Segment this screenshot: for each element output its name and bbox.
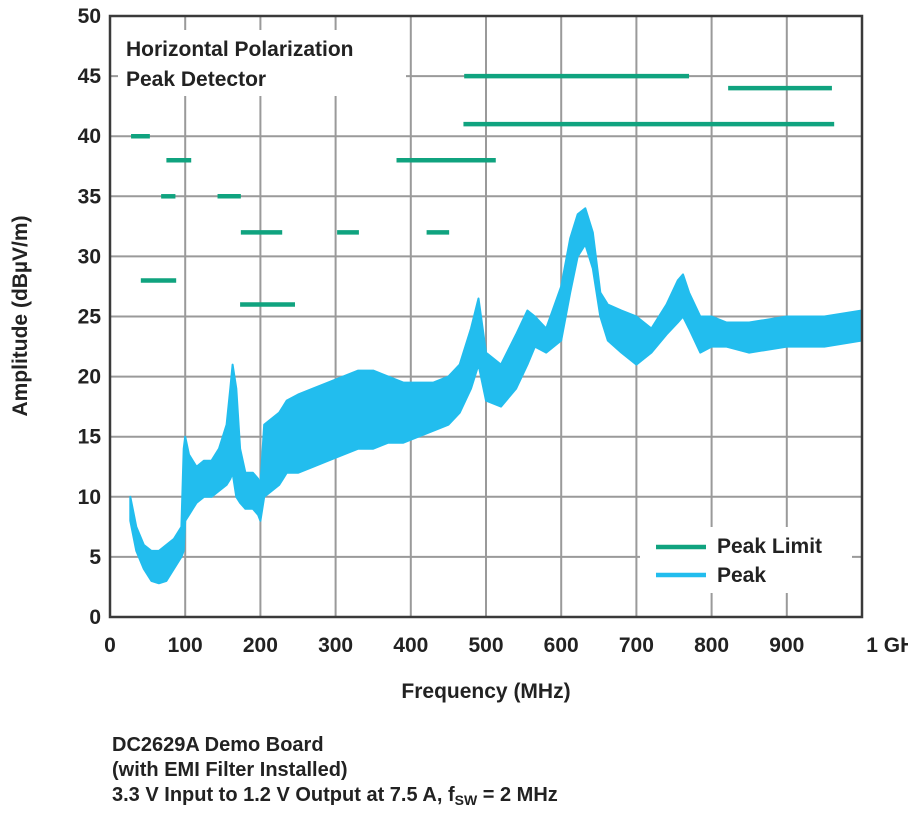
caption-line-3-end: = 2 MHz (477, 784, 558, 806)
legend-background (640, 527, 852, 593)
legend-label-peak-limit: Peak Limit (717, 535, 822, 558)
x-tick-label: 300 (318, 634, 353, 657)
x-tick-label: 1 GHz (866, 634, 908, 657)
x-tick-label: 0 (104, 634, 116, 657)
x-tick-label: 800 (694, 634, 729, 657)
annotation-line-2: Peak Detector (126, 68, 266, 91)
y-tick-label: 20 (78, 366, 101, 389)
y-tick-label: 5 (89, 546, 101, 569)
x-tick-label: 400 (393, 634, 428, 657)
y-axis-ticks: 0 5 10 15 20 25 30 35 40 45 50 (78, 5, 102, 629)
y-tick-label: 40 (78, 125, 101, 148)
y-tick-label: 30 (78, 245, 101, 268)
peak-limit-series (131, 73, 835, 307)
y-tick-label: 35 (78, 185, 102, 208)
caption-line-1: DC2629A Demo Board (112, 734, 324, 756)
caption: DC2629A Demo Board (with EMI Filter Inst… (112, 733, 558, 808)
caption-subscript: SW (454, 792, 478, 808)
annotation-background (118, 30, 406, 96)
x-tick-label: 600 (544, 634, 579, 657)
y-tick-label: 0 (89, 606, 101, 629)
legend: Peak Limit Peak (640, 527, 852, 593)
plot-frame (108, 14, 864, 619)
y-tick-label: 45 (78, 65, 102, 88)
x-axis-title: Frequency (MHz) (401, 680, 570, 703)
emi-chart: 0 100 200 300 400 500 600 700 800 900 1 GHz 0 5 10 15… (9, 5, 908, 703)
caption-line-2: (with EMI Filter Installed) (112, 759, 348, 781)
x-tick-label: 900 (769, 634, 804, 657)
annotation-line-1: Horizontal Polarization (126, 38, 354, 61)
caption-line-3-main: 3.3 V Input to 1.2 V Output at 7.5 A, f (112, 784, 455, 806)
legend-label-peak: Peak (717, 564, 766, 587)
y-axis-title: Amplitude (dBµV/m) (9, 215, 32, 416)
x-tick-label: 200 (243, 634, 278, 657)
x-tick-label: 700 (619, 634, 654, 657)
y-tick-label: 15 (78, 426, 102, 449)
x-tick-label: 500 (468, 634, 503, 657)
x-axis-ticks: 0 100 200 300 400 500 600 700 800 900 1 GHz (104, 634, 908, 657)
grid-lines (109, 15, 863, 618)
caption-line-3: 3.3 V Input to 1.2 V Output at 7.5 A, fS… (112, 783, 558, 808)
y-tick-label: 50 (78, 5, 101, 28)
x-tick-label: 100 (168, 634, 203, 657)
y-tick-label: 25 (78, 306, 102, 329)
y-tick-label: 10 (78, 486, 101, 509)
